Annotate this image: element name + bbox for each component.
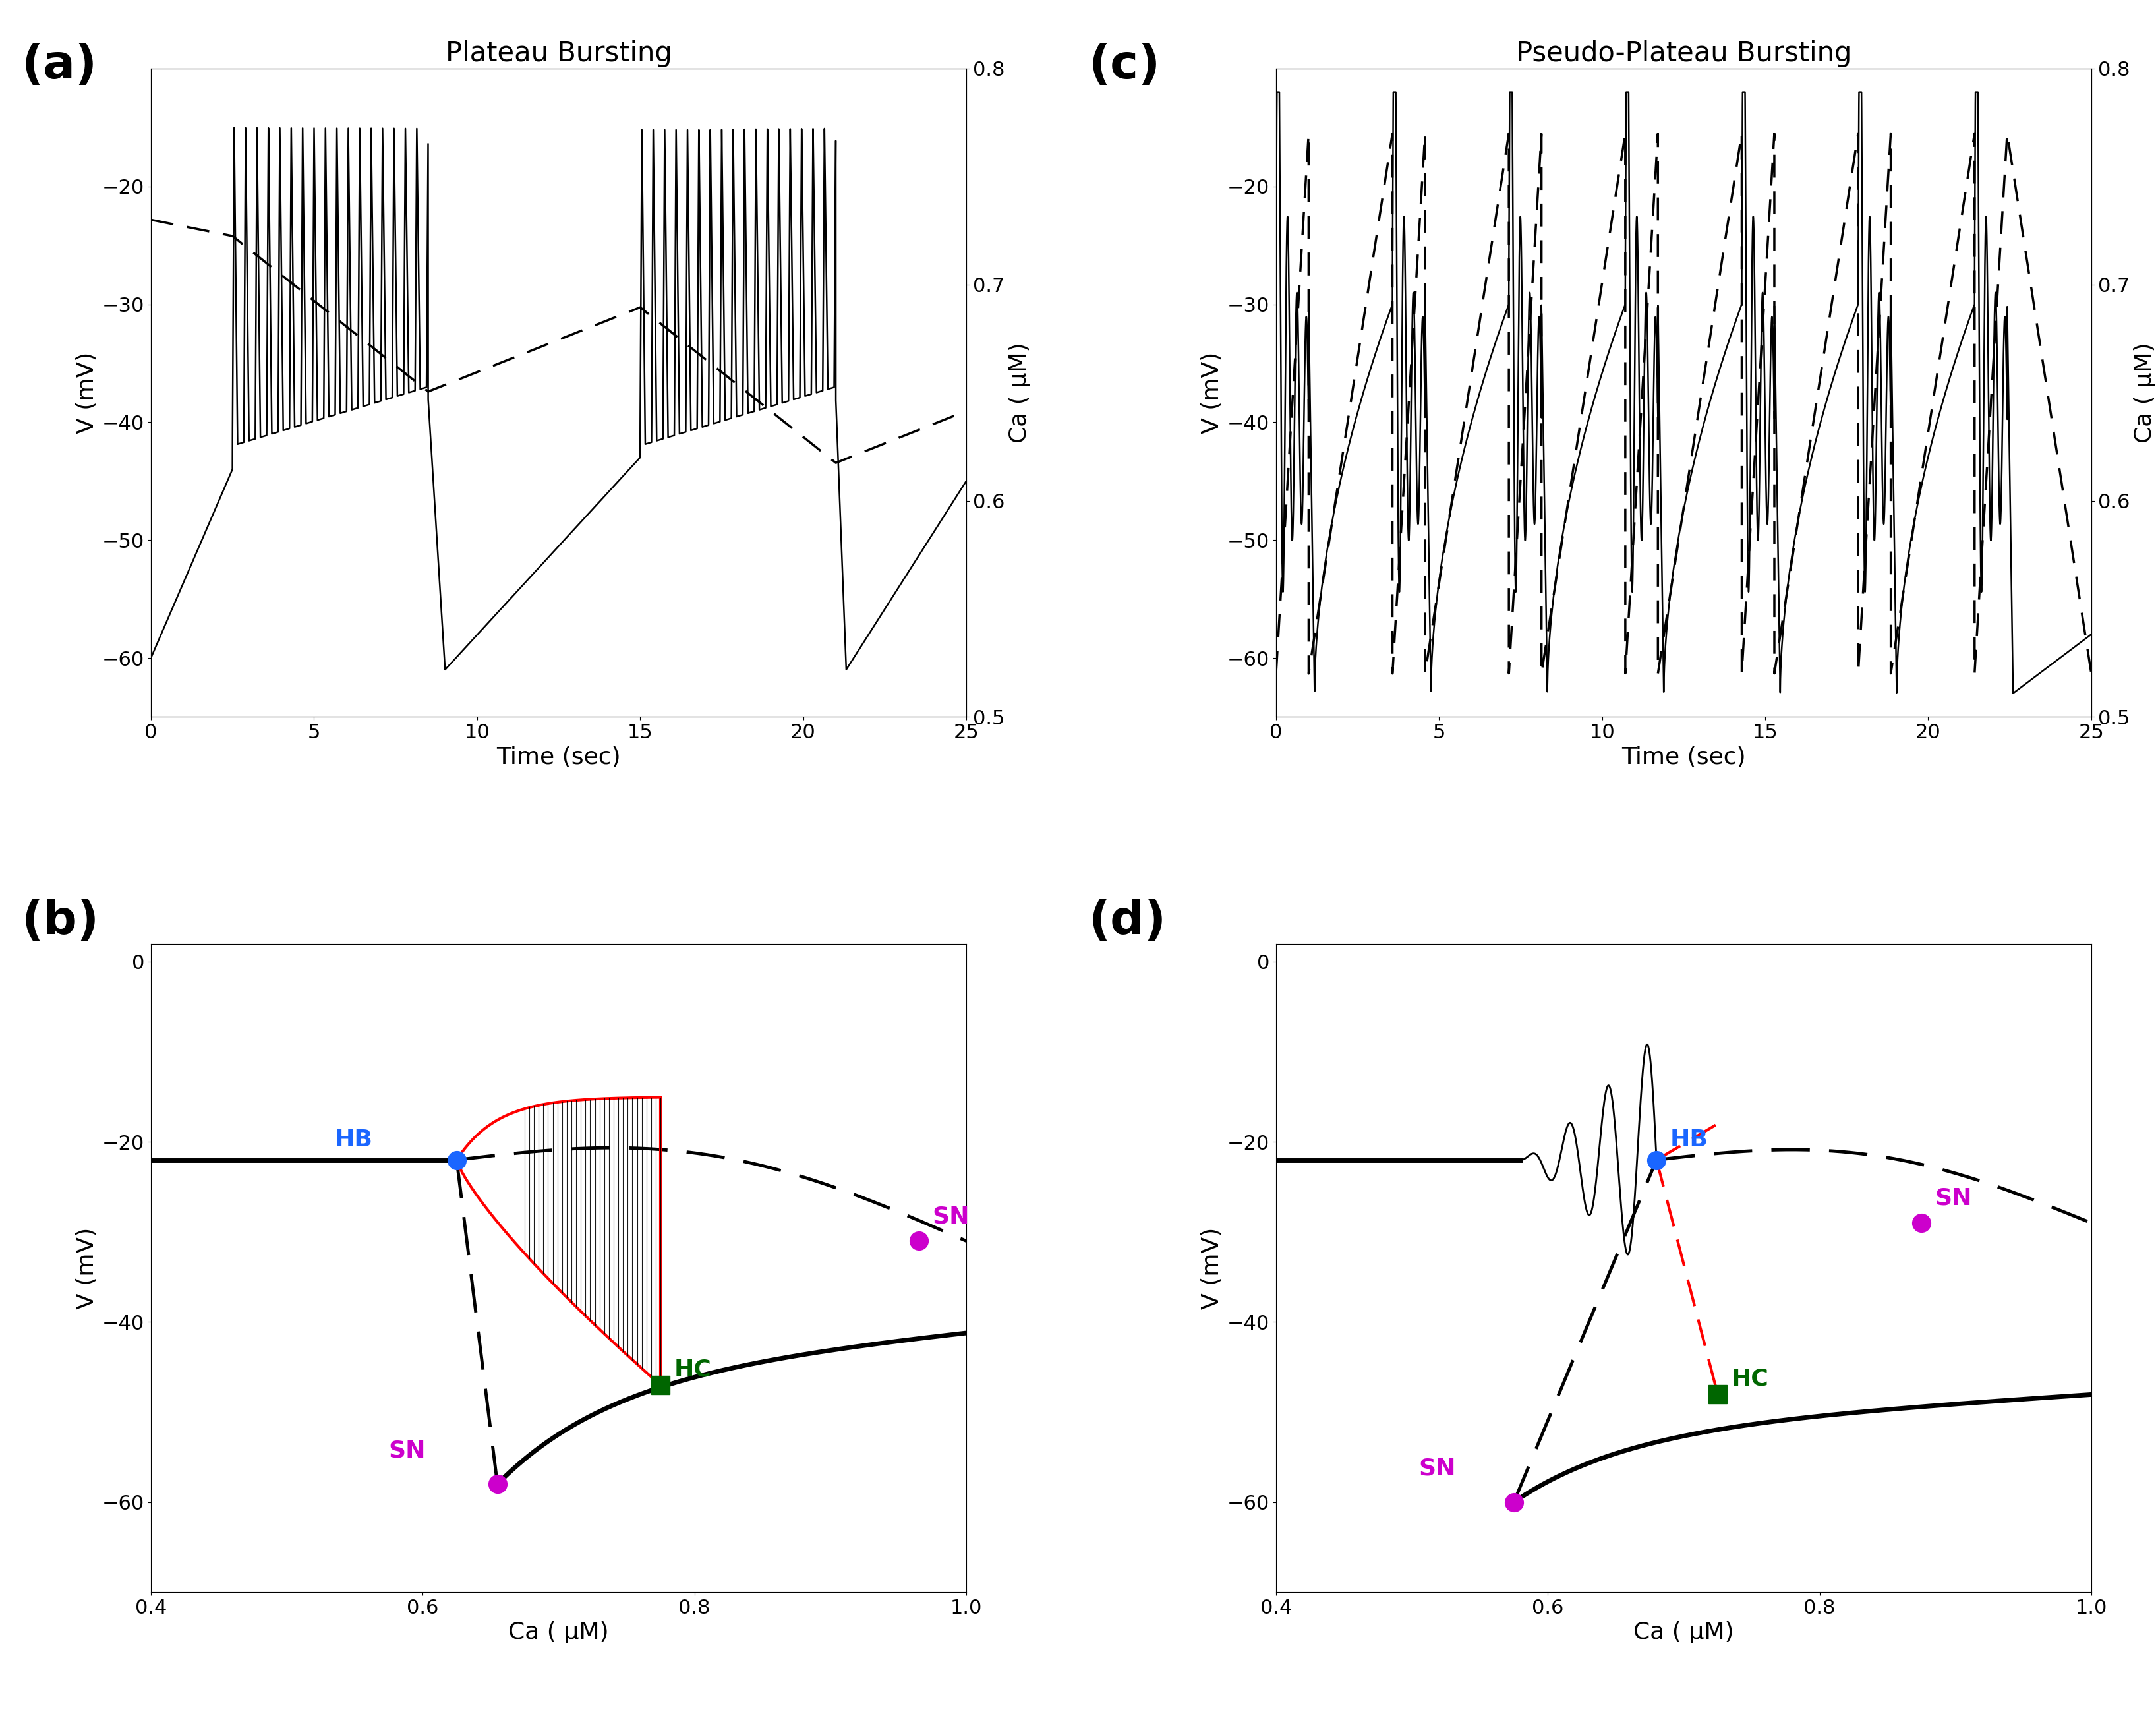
Title: Pseudo-Plateau Bursting: Pseudo-Plateau Bursting [1516, 39, 1852, 67]
Text: HC: HC [675, 1358, 711, 1380]
Text: (b): (b) [22, 899, 99, 945]
Text: HB: HB [334, 1128, 373, 1150]
Text: HC: HC [1731, 1368, 1768, 1390]
Text: (c): (c) [1089, 43, 1160, 89]
Y-axis label: V (mV): V (mV) [1201, 1228, 1225, 1310]
Text: SN: SN [388, 1440, 427, 1462]
Y-axis label: V (mV): V (mV) [1201, 351, 1222, 433]
Text: HB: HB [1671, 1128, 1708, 1150]
Y-axis label: Ca ( μM): Ca ( μM) [2132, 342, 2156, 443]
X-axis label: Time (sec): Time (sec) [1621, 746, 1746, 769]
Text: (d): (d) [1089, 899, 1166, 945]
Y-axis label: V (mV): V (mV) [75, 351, 99, 433]
Text: SN: SN [1419, 1457, 1455, 1479]
Title: Plateau Bursting: Plateau Bursting [446, 39, 673, 67]
Text: (a): (a) [22, 43, 97, 89]
X-axis label: Ca ( μM): Ca ( μM) [1634, 1621, 1733, 1644]
Text: SN: SN [1936, 1186, 1973, 1210]
X-axis label: Time (sec): Time (sec) [496, 746, 621, 769]
X-axis label: Ca ( μM): Ca ( μM) [509, 1621, 608, 1644]
Y-axis label: V (mV): V (mV) [75, 1228, 99, 1310]
Text: SN: SN [931, 1205, 970, 1228]
Y-axis label: Ca ( μM): Ca ( μM) [1009, 342, 1031, 443]
